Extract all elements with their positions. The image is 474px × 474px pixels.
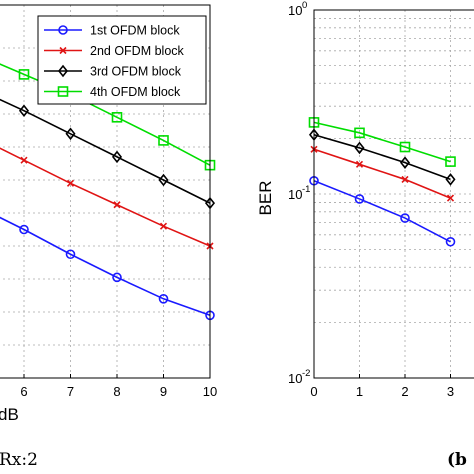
left-series-2-point: [20, 156, 28, 164]
legend-label-4: 4th OFDM block: [90, 85, 181, 99]
left-series-2-point: [113, 201, 121, 209]
right-series-line-2: [313, 148, 451, 199]
right-series-2-point: [401, 175, 409, 183]
right-series-3-point: [354, 141, 365, 155]
left-series-line-3: [0, 98, 211, 204]
right-y-tick-exponent: -1: [302, 184, 310, 195]
left-series-4-point: [111, 112, 123, 123]
left-series-line-4: [0, 63, 211, 166]
left-series-3-point: [158, 173, 169, 187]
left-x-tick-label: 9: [160, 384, 167, 399]
right-series: [308, 117, 456, 247]
left-x-tick-label: 6: [20, 384, 27, 399]
left-series: [0, 63, 216, 321]
legend: 1st OFDM block 2nd OFDM block 3rd OFDM blo…: [37, 15, 207, 105]
legend-label-3: 3rd OFDM block: [90, 65, 182, 79]
right-series-3-point: [399, 156, 411, 169]
legend-marker-1: [58, 25, 68, 35]
right-y-tick-base: 10: [288, 3, 302, 18]
left-plot-panel: 6 7 8 9 10 dB 1st OFDM block 2nd OFDM block 3r…: [0, 4, 217, 424]
right-series-1-point: [354, 194, 365, 204]
right-x-tick-label: 3: [447, 384, 454, 399]
left-series-1-point: [158, 293, 169, 304]
left-plot-frame: [0, 4, 211, 379]
left-caption-partial: Rx:2: [0, 450, 38, 470]
right-x-tick-label: 0: [310, 384, 317, 399]
legend-marker-4: [57, 86, 69, 97]
legend-label-2: 2nd OFDM block: [90, 44, 185, 58]
legend-marker-3: [57, 64, 69, 78]
left-series-line-2: [0, 147, 211, 247]
right-plot-frame: [313, 9, 474, 379]
right-y-tick-base: 10: [288, 187, 302, 202]
left-series-2-point: [66, 179, 75, 187]
left-series-1-point: [19, 224, 29, 235]
right-series-1-point: [445, 236, 456, 247]
legend-label-1: 1st OFDM block: [90, 24, 180, 38]
left-series-1-point: [112, 272, 122, 283]
legend-marker-2: [59, 46, 67, 55]
right-series-2-point: [446, 194, 455, 202]
legend-entries: 1st OFDM block 2nd OFDM block 3rd OFDM blo…: [44, 24, 185, 99]
left-series-3-point: [18, 104, 30, 117]
left-x-tick-label: 8: [113, 384, 120, 399]
right-caption-partial: (b: [447, 450, 467, 470]
right-series-4-point: [399, 141, 411, 153]
right-series-2-point: [355, 160, 364, 168]
right-grid: [314, 10, 474, 378]
right-series-1-point: [400, 213, 410, 223]
left-series-4-point: [18, 69, 30, 80]
right-series-line-1: [313, 180, 451, 243]
right-series-4-point: [354, 127, 365, 139]
right-y-tick-label: 10 -2: [288, 368, 310, 386]
left-series-3-point: [65, 127, 76, 141]
right-y-tick-label: 10 0: [288, 0, 307, 18]
left-series-4-point: [158, 135, 169, 146]
left-series-3-point: [111, 150, 123, 164]
right-y-tick-exponent: 0: [302, 0, 307, 11]
right-x-tick-labels: 0 1 2 3: [310, 374, 454, 399]
left-series-line-1: [0, 216, 211, 317]
left-series-1-point: [65, 249, 76, 260]
left-x-tick-label: 10: [203, 384, 217, 399]
right-series-line-4: [313, 121, 451, 163]
right-y-tick-exponent: -2: [302, 368, 310, 379]
left-x-tick-label: 7: [67, 384, 74, 399]
left-x-tick-labels: 6 7 8 9 10: [20, 374, 217, 399]
right-y-tick-base: 10: [288, 371, 302, 386]
right-series-4-point: [445, 156, 456, 167]
right-y-tick-label: 10 -1: [288, 184, 310, 202]
right-series-3-point: [445, 173, 456, 186]
left-series-2-point: [159, 222, 168, 230]
right-x-tick-label: 2: [401, 384, 408, 399]
left-x-axis-label: dB: [0, 405, 19, 424]
right-y-axis-label: BER: [256, 181, 275, 216]
right-x-tick-label: 1: [356, 384, 363, 399]
right-series-line-3: [313, 133, 451, 181]
